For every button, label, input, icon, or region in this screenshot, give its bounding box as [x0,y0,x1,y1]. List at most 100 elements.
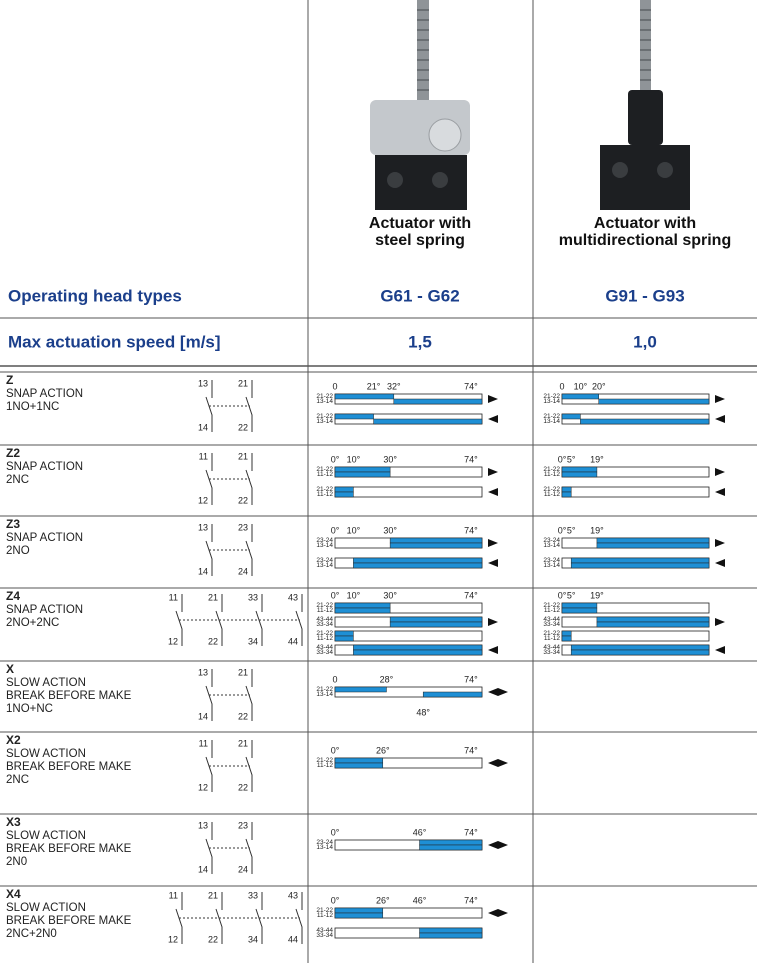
closed-range [422,691,483,698]
head-code: G91 - G93 [605,286,684,305]
contact-pair: 33-34 [316,932,333,939]
angle-label: 28° [380,674,394,684]
angle-label: 0 [332,674,337,684]
contact-symbol [255,892,263,944]
closed-range [561,607,598,614]
angle-label: 21° [367,381,381,391]
contact-pair: 23-24 [316,839,333,846]
row-description: SNAP ACTION [6,461,83,473]
closed-range [596,542,710,549]
contact-pair: 21-22 [316,602,333,609]
angle-label: 74° [464,674,478,684]
arrow [488,559,498,567]
arrow [488,841,498,849]
contact-pair: 21-22 [543,466,560,473]
arrow [488,909,498,917]
terminal-label: 12 [168,636,178,646]
speed-label: Max actuation speed [m/s] [8,332,221,351]
row-code: Z [6,373,13,387]
closed-range [596,621,710,628]
angle-label: 10° [347,454,361,464]
contact-pair: 21-22 [543,413,560,420]
row-description: BREAK BEFORE MAKE [6,690,132,702]
contact-pair: 11-12 [317,762,334,769]
row-description: 2NO [6,545,30,557]
angle-label: 0° [331,895,340,905]
contact-symbol [255,594,263,646]
contact-pair: 13-14 [543,562,560,569]
contact-pair: 11-12 [317,607,334,614]
closed-range [561,393,599,400]
contact-pair: 13-14 [316,691,333,698]
angle-label: 5° [567,454,576,464]
terminal-label: 11 [169,890,178,900]
closed-range [334,757,384,764]
closed-range [389,542,483,549]
terminal-label: 21 [238,738,248,748]
arrow [715,468,725,476]
terminal-label: 13 [198,522,208,532]
angle-label: 74° [464,381,478,391]
closed-range [334,912,384,919]
arrow [488,539,498,547]
arrow [488,395,498,403]
head-code: G61 - G62 [380,286,459,305]
angle-label: 0 [559,381,564,391]
angle-label: 0 [332,381,337,391]
terminal-label: 44 [288,934,298,944]
terminal-label: 24 [238,864,248,874]
closed-range [561,486,572,493]
contact-pair: 21-22 [543,393,560,400]
contact-pair: 23-24 [316,537,333,544]
terminal-label: 14 [198,566,208,576]
contact-pair: 21-22 [316,686,333,693]
closed-range [334,393,395,400]
arrow [715,395,725,403]
closed-range [373,418,483,425]
angle-label: 46° [413,895,427,905]
angle-label: 74° [464,827,478,837]
angle-label: 74° [464,590,478,600]
terminal-label: 14 [198,711,208,721]
terminal-label: 33 [248,890,258,900]
angle-label: 20° [592,381,606,391]
closed-range [334,486,354,493]
photo-steel-spring [370,0,470,210]
contact-symbol [245,669,253,721]
angle-label: 0° [331,454,340,464]
angle-label: 30° [383,590,397,600]
terminal-label: 14 [198,864,208,874]
angle-label: 10° [574,381,588,391]
contact-pair: 43-44 [316,616,333,623]
contact-symbol [175,892,183,944]
terminal-label: 21 [238,378,248,388]
contact-pair: 33-34 [543,649,560,656]
angle-label: 30° [383,525,397,535]
closed-range [334,762,384,769]
speed-value: 1,5 [408,332,432,351]
bar-frame [334,630,483,642]
closed-range [353,557,483,564]
contact-pair: 43-44 [543,644,560,651]
closed-range [334,607,391,614]
row-code: X2 [6,733,21,747]
angle-label: 46° [413,827,427,837]
terminal-label: 21 [238,451,248,461]
angle-label: 10° [347,590,361,600]
angle-label: 32° [387,381,401,391]
angle-label: 48° [416,707,430,717]
contact-pair: 13-14 [316,562,333,569]
contact-pair: 33-34 [316,649,333,656]
contact-pair: 21-22 [316,907,333,914]
contact-pair: 43-44 [316,644,333,651]
contact-pair: 33-34 [543,621,560,628]
contact-pair: 13-14 [543,418,560,425]
contact-symbol [205,822,213,874]
angle-label: 19° [590,525,604,535]
angle-label: 30° [383,454,397,464]
contact-symbol [215,594,223,646]
closed-range [334,413,374,420]
row-description: 2NO+2NC [6,617,59,629]
closed-range [561,602,598,609]
